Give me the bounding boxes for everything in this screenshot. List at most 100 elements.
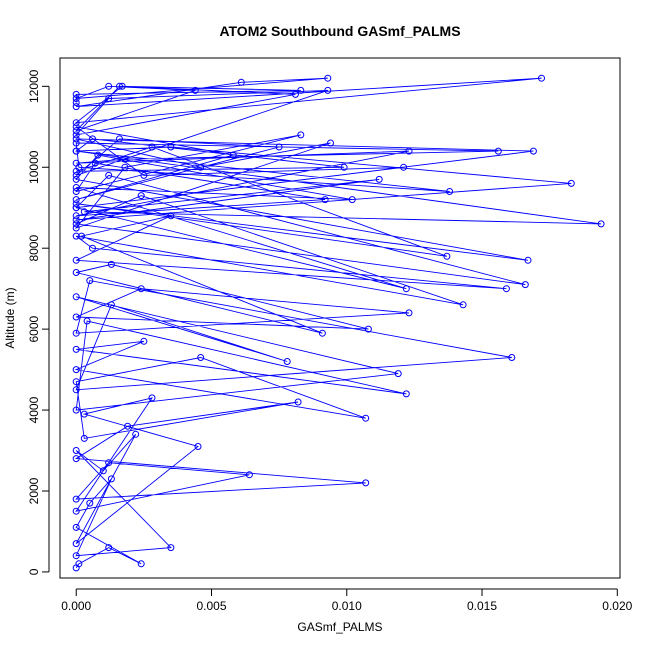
data-point xyxy=(72,455,80,463)
data-point xyxy=(72,540,80,548)
data-point xyxy=(294,398,302,406)
series-lines xyxy=(74,77,602,569)
data-point xyxy=(283,358,291,365)
data-point xyxy=(72,212,80,220)
x-axis-label: GASmf_PALMS xyxy=(297,620,382,634)
data-point xyxy=(132,430,140,438)
data-point xyxy=(89,135,96,143)
data-point xyxy=(137,192,145,200)
data-point xyxy=(72,329,80,337)
data-point xyxy=(508,354,516,361)
data-point xyxy=(502,285,510,293)
data-point xyxy=(191,86,199,94)
y-axis: 0 2000 4000 6000 8000 10000 12000 xyxy=(27,69,50,575)
data-point xyxy=(364,325,372,333)
x-tick-label: 0.000 xyxy=(61,599,91,613)
data-point xyxy=(167,544,175,552)
data-point xyxy=(237,78,245,86)
data-point xyxy=(72,95,80,102)
x-tick-label: 0.005 xyxy=(196,599,226,613)
data-point xyxy=(324,74,332,82)
data-point xyxy=(405,147,413,155)
data-point xyxy=(72,313,80,321)
data-point xyxy=(116,82,123,90)
y-tick-label: 12000 xyxy=(27,69,41,103)
data-point xyxy=(72,216,80,224)
plot-frame xyxy=(59,57,621,579)
data-point xyxy=(91,159,99,167)
data-point xyxy=(72,159,80,167)
data-point xyxy=(72,220,80,228)
data-point xyxy=(362,414,370,422)
data-point xyxy=(121,163,129,171)
data-point xyxy=(72,495,80,503)
data-point xyxy=(446,188,454,195)
data-point xyxy=(72,552,80,560)
y-tick-label: 0 xyxy=(27,568,41,575)
data-point xyxy=(194,443,202,450)
data-point xyxy=(529,147,537,155)
y-tick-label: 2000 xyxy=(27,477,41,504)
chart-title: ATOM2 Southbound GASmf_PALMS xyxy=(219,23,460,39)
data-point xyxy=(72,103,80,111)
data-point xyxy=(72,269,80,276)
data-point xyxy=(229,151,237,159)
data-point xyxy=(107,475,115,483)
data-point xyxy=(137,560,145,568)
y-tick-label: 4000 xyxy=(27,396,41,423)
data-point xyxy=(72,184,80,191)
data-point xyxy=(402,285,410,293)
data-point xyxy=(275,143,283,151)
data-point xyxy=(89,244,96,252)
data-point xyxy=(405,309,413,317)
data-point xyxy=(72,200,80,208)
x-tick-label: 0.010 xyxy=(332,599,362,613)
data-point xyxy=(140,337,148,345)
data-point xyxy=(72,256,80,264)
data-point xyxy=(297,86,305,94)
data-point xyxy=(72,507,80,515)
data-point xyxy=(83,317,91,325)
series-points xyxy=(72,74,605,572)
data-point xyxy=(72,345,80,353)
data-point xyxy=(72,188,80,195)
series-line xyxy=(74,77,602,569)
data-point xyxy=(597,220,605,228)
data-point xyxy=(340,163,348,171)
data-point xyxy=(118,82,126,90)
data-point xyxy=(116,135,123,143)
data-point xyxy=(148,394,156,402)
data-point xyxy=(72,196,80,204)
data-point xyxy=(105,459,113,467)
data-point xyxy=(80,410,88,418)
data-point xyxy=(72,204,80,212)
data-point xyxy=(72,523,80,531)
y-axis-label: Altitude (m) xyxy=(3,287,17,348)
data-point xyxy=(318,329,326,337)
data-point xyxy=(105,82,113,90)
x-tick-label: 0.015 xyxy=(467,599,497,613)
data-point xyxy=(78,232,86,240)
data-point xyxy=(72,171,80,179)
data-point xyxy=(72,224,80,232)
data-point xyxy=(107,260,115,268)
data-point xyxy=(80,208,88,216)
data-point xyxy=(148,143,156,151)
data-point xyxy=(538,74,545,82)
data-point xyxy=(105,171,113,179)
data-point xyxy=(167,143,175,151)
data-point xyxy=(72,139,80,147)
data-point xyxy=(72,135,80,143)
x-axis: 0.000 0.005 0.010 0.015 0.020 xyxy=(61,588,633,613)
data-point xyxy=(72,386,80,394)
data-point xyxy=(72,175,80,183)
data-point xyxy=(75,560,83,568)
data-point xyxy=(72,378,80,386)
data-point xyxy=(137,285,145,293)
data-point xyxy=(459,301,467,309)
data-point xyxy=(72,90,80,98)
data-point xyxy=(72,99,80,106)
data-point xyxy=(72,147,80,155)
data-point xyxy=(297,131,305,139)
data-point xyxy=(567,179,575,187)
